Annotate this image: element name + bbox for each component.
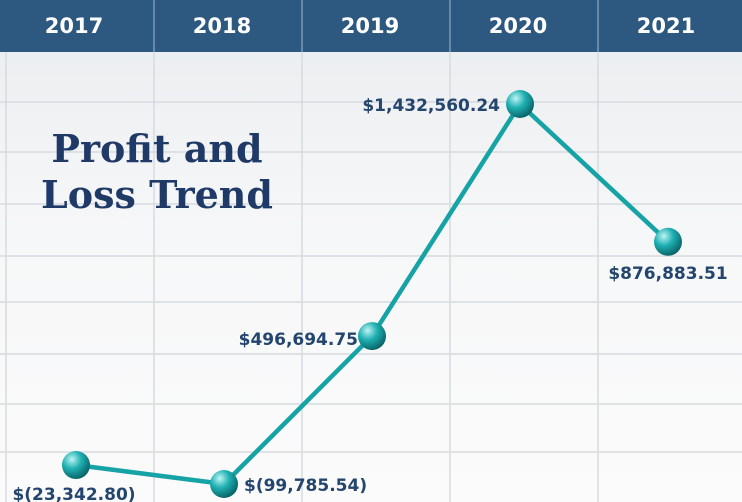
- background-grid: [0, 52, 742, 502]
- data-point: [506, 90, 534, 118]
- data-point: [210, 470, 238, 498]
- column-header: 2020: [489, 14, 547, 38]
- header-band: [0, 0, 742, 52]
- column-header: 2018: [193, 14, 251, 38]
- column-header: 2021: [637, 14, 695, 38]
- value-label: $(23,342.80): [12, 485, 135, 502]
- header-dividers: [153, 0, 599, 52]
- data-point: [358, 322, 386, 351]
- column-header: 2019: [341, 14, 399, 38]
- value-label: $1,432,560.24: [362, 96, 500, 116]
- value-label: $496,694.75: [239, 330, 358, 350]
- data-point: [654, 227, 682, 256]
- value-label: $(99,785.54): [244, 476, 367, 496]
- value-label: $876,883.51: [608, 264, 727, 284]
- chart-title: Profit and Loss Trend: [41, 126, 273, 217]
- data-point: [62, 451, 90, 480]
- column-header: 2017: [45, 14, 103, 38]
